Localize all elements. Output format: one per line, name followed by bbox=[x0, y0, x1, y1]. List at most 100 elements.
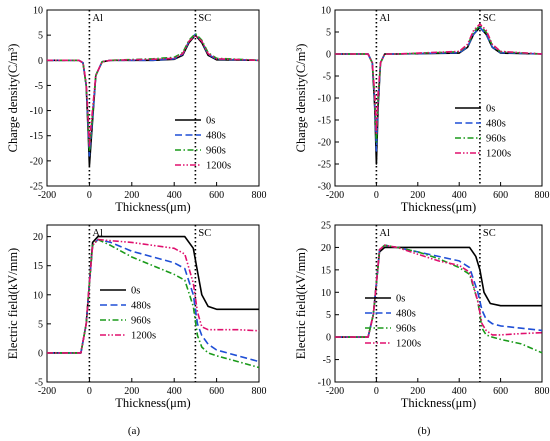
y-tick-label: -10 bbox=[318, 378, 331, 389]
x-tick-label: 0 bbox=[374, 386, 379, 397]
boundary-label: Al bbox=[379, 13, 390, 24]
y-tick-label: -5 bbox=[323, 72, 331, 83]
boundary-label: Al bbox=[92, 13, 103, 24]
legend-label: 1200s bbox=[396, 339, 421, 350]
series-line bbox=[47, 34, 260, 167]
legend-label: 1200s bbox=[486, 149, 511, 160]
y-tick-label: 25 bbox=[321, 221, 331, 232]
y-axis-label: Electric field(kV/mm) bbox=[6, 248, 20, 359]
legend-label: 0s bbox=[486, 104, 495, 115]
legend-label: 1200s bbox=[131, 331, 156, 342]
boundary-label: Al bbox=[92, 228, 103, 239]
x-tick-label: 600 bbox=[493, 190, 508, 201]
y-tick-label: 0 bbox=[38, 56, 43, 67]
y-tick-label: -15 bbox=[318, 116, 331, 127]
y-tick-label: -20 bbox=[318, 138, 331, 149]
chart-a-bottom: -200 0 200 400 600 800 -5 0 5 10 15 20 Thickness(μm)… bbox=[6, 224, 267, 410]
series-line bbox=[47, 238, 260, 363]
series-line bbox=[335, 244, 543, 338]
series-line bbox=[335, 23, 543, 134]
boundary-label: SC bbox=[483, 228, 496, 239]
y-tick-label: -20 bbox=[30, 156, 43, 167]
legend-label: 480s bbox=[486, 119, 506, 130]
y-tick-label: -25 bbox=[30, 182, 43, 193]
plot-frame bbox=[46, 224, 260, 383]
y-tick-label: 0 bbox=[38, 348, 43, 359]
y-tick-label: 5 bbox=[326, 310, 331, 321]
y-tick-label: 15 bbox=[321, 265, 331, 276]
boundary-label: SC bbox=[483, 13, 496, 24]
legend-label: 0s bbox=[131, 286, 140, 297]
caption-b: (b) bbox=[418, 425, 431, 437]
y-tick-label: -10 bbox=[30, 106, 43, 117]
x-axis-label: Thickness(μm) bbox=[401, 396, 476, 410]
series-line bbox=[335, 26, 543, 165]
y-tick-label: -25 bbox=[318, 160, 331, 171]
legend-label: 960s bbox=[131, 316, 151, 327]
y-tick-label: 20 bbox=[33, 232, 43, 243]
legend-label: 480s bbox=[131, 301, 151, 312]
plot-frame bbox=[334, 224, 543, 383]
y-tick-label: 5 bbox=[38, 319, 43, 330]
x-tick-label: 400 bbox=[452, 190, 467, 201]
series-line bbox=[47, 238, 260, 369]
y-axis-label: Electric field(kV/mm) bbox=[294, 248, 308, 359]
series-line bbox=[47, 34, 260, 147]
x-tick-label: 200 bbox=[124, 386, 139, 397]
x-axis-label: Thickness(μm) bbox=[115, 396, 190, 410]
y-tick-label: -10 bbox=[318, 94, 331, 105]
y-tick-label: -30 bbox=[318, 182, 331, 193]
series-line bbox=[335, 24, 543, 143]
legend-label: 960s bbox=[486, 134, 506, 145]
x-axis-label: Thickness(μm) bbox=[401, 200, 476, 214]
legend-label: 960s bbox=[206, 146, 226, 157]
x-tick-label: -200 bbox=[326, 386, 344, 397]
x-tick-label: 800 bbox=[535, 386, 550, 397]
x-tick-label: 800 bbox=[252, 386, 267, 397]
y-tick-label: 20 bbox=[321, 243, 331, 254]
x-tick-label: 400 bbox=[167, 386, 182, 397]
plot-frame bbox=[46, 9, 260, 187]
series-line bbox=[335, 244, 543, 354]
x-tick-label: 400 bbox=[167, 190, 182, 201]
x-tick-label: 800 bbox=[535, 190, 550, 201]
x-tick-label: -200 bbox=[326, 190, 344, 201]
x-tick-label: 600 bbox=[209, 386, 224, 397]
y-tick-label: 10 bbox=[321, 6, 331, 17]
boundary-label: Al bbox=[379, 228, 390, 239]
chart-b-top: -200 0 200 400 600 800 -30 -25 -20 -15 -10 -5 0 5 10 Th… bbox=[294, 6, 550, 215]
x-tick-label: 200 bbox=[410, 386, 425, 397]
series-line bbox=[47, 33, 260, 157]
caption-a: (a) bbox=[128, 425, 141, 437]
y-tick-label: 10 bbox=[33, 6, 43, 17]
y-tick-label: 10 bbox=[321, 288, 331, 299]
series-line bbox=[335, 26, 543, 152]
x-tick-label: 600 bbox=[209, 190, 224, 201]
legend-label: 1200s bbox=[206, 161, 231, 172]
x-tick-label: -200 bbox=[38, 386, 56, 397]
y-tick-label: 5 bbox=[326, 28, 331, 39]
y-tick-label: 10 bbox=[33, 290, 43, 301]
y-tick-label: 15 bbox=[33, 261, 43, 272]
x-tick-label: 800 bbox=[252, 190, 267, 201]
x-tick-label: 0 bbox=[374, 190, 379, 201]
chart-b-bottom: -200 0 200 400 600 800 -10 -5 0 5 10 15 20 25 Thicknes… bbox=[294, 221, 550, 411]
legend-label: 960s bbox=[396, 324, 416, 335]
y-tick-label: -15 bbox=[30, 131, 43, 142]
legend-label: 480s bbox=[206, 131, 226, 142]
y-axis-label: Charge density(C/m³) bbox=[294, 44, 308, 153]
x-tick-label: 200 bbox=[410, 190, 425, 201]
y-tick-label: -5 bbox=[35, 81, 43, 92]
y-tick-label: 0 bbox=[326, 333, 331, 344]
x-tick-label: 200 bbox=[124, 190, 139, 201]
legend-label: 0s bbox=[206, 116, 215, 127]
x-tick-label: 0 bbox=[87, 386, 92, 397]
y-tick-label: -5 bbox=[35, 378, 43, 389]
y-tick-label: 0 bbox=[326, 50, 331, 61]
chart-a-top: -200 0 200 400 600 800 -25 -20 -15 -10 -5 0 5 10 Thick… bbox=[6, 6, 267, 215]
x-tick-label: 0 bbox=[87, 190, 92, 201]
y-axis-label: Charge density(C/m³) bbox=[6, 44, 20, 153]
x-axis-label: Thickness(μm) bbox=[115, 200, 190, 214]
series-line bbox=[335, 244, 543, 338]
